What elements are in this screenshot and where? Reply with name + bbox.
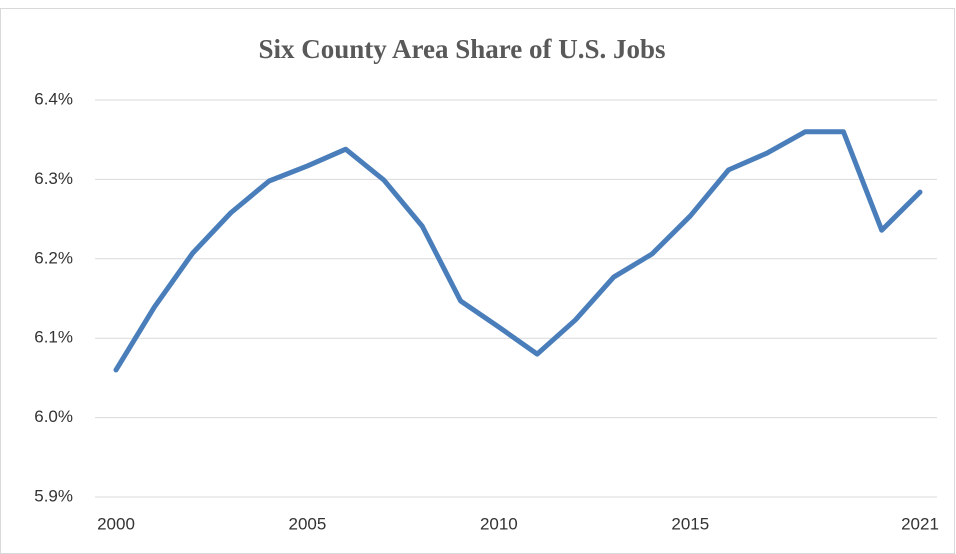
y-tick-label: 6.1% (34, 328, 73, 347)
chart-title: Six County Area Share of U.S. Jobs (258, 34, 665, 64)
y-tick-label: 6.4% (34, 89, 73, 108)
y-tick-label: 5.9% (34, 486, 73, 505)
x-tick-label: 2021 (901, 514, 939, 533)
x-tick-label: 2015 (671, 514, 709, 533)
y-tick-label: 6.0% (34, 407, 73, 426)
chart-border (0, 8, 955, 554)
x-tick-label: 2010 (480, 514, 518, 533)
line-series (113, 129, 923, 373)
y-tick-label: 6.3% (34, 169, 73, 188)
x-tick-label: 2000 (97, 514, 135, 533)
x-tick-label: 2005 (289, 514, 327, 533)
y-tick-label: 6.2% (34, 248, 73, 267)
